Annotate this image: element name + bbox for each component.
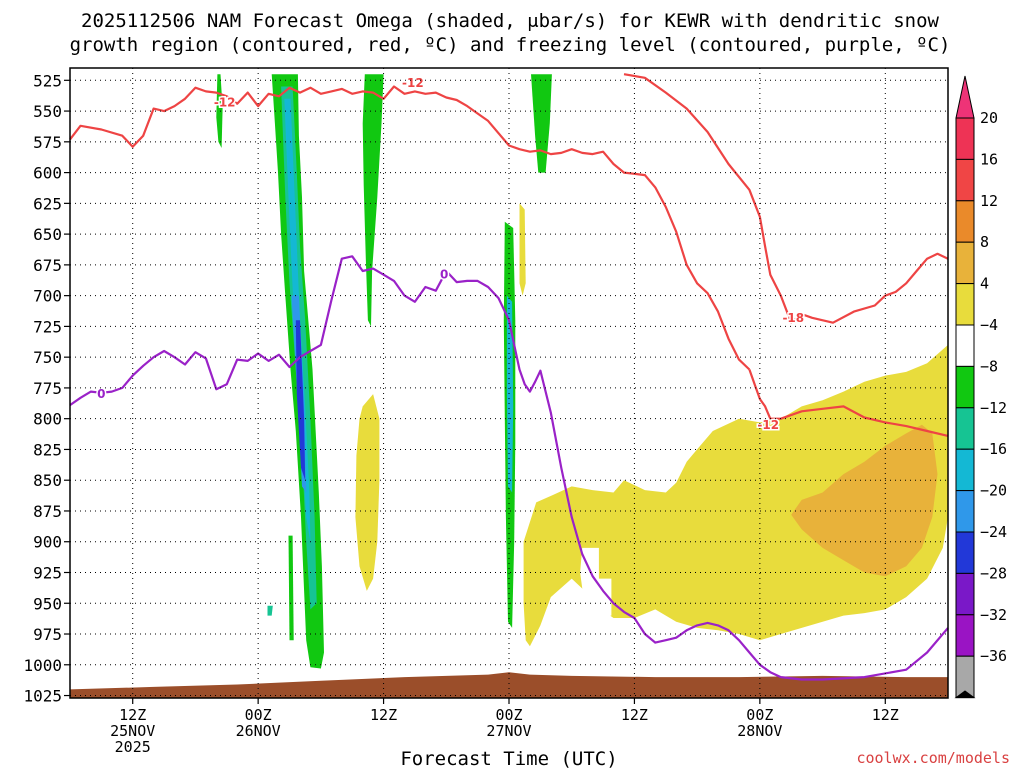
colorbar-band (955, 200, 975, 243)
omega-region (523, 344, 948, 647)
colorbar-tick-label: −4 (980, 316, 998, 334)
x-tick-date-label: 28NOV (737, 722, 782, 740)
y-tick-label: 900 (33, 533, 62, 552)
colorbar-band (955, 158, 975, 202)
credit-text: coolwx.com/models (856, 749, 1010, 767)
colorbar-band (955, 448, 975, 492)
dgz-contour (623, 73, 949, 324)
omega-region (791, 424, 938, 577)
colorbar-tick-label: −28 (980, 564, 1007, 582)
freezing-contour-label: 0 (97, 387, 105, 401)
omega-region (362, 74, 384, 327)
axes: 525 550 575 600 625 650 675 700 725 750 775 800 825 8… (23, 67, 949, 756)
x-axis-title: Forecast Time (UTC) (400, 748, 617, 768)
colorbar-band (955, 407, 975, 450)
y-tick-label: 625 (33, 194, 62, 213)
dgz-contour (748, 369, 949, 437)
chart-title-line1: 2025112506 NAM Forecast Omega (shaded, μ… (81, 10, 939, 32)
colorbar-band (955, 614, 975, 657)
omega-region (267, 605, 273, 616)
y-tick-label: 575 (33, 133, 62, 152)
colorbar-tick-label: −8 (980, 357, 998, 375)
colorbar-tick-label: −20 (980, 482, 1007, 500)
dgz-contour-label: -12 (214, 95, 236, 109)
y-tick-label: 875 (33, 502, 62, 521)
y-tick-label: 650 (33, 225, 62, 244)
x-tick-label: 12Z (370, 706, 397, 724)
y-tick-label: 950 (33, 594, 62, 613)
colorbar-band (955, 365, 975, 409)
colorbar-bottom-arrow (954, 690, 976, 699)
y-tick-label: 1000 (23, 656, 62, 675)
colorbar-band (955, 324, 975, 367)
colorbar-tick-label: 4 (980, 275, 989, 293)
x-tick-date-label: 27NOV (486, 722, 531, 740)
colorbar-band (955, 490, 975, 533)
colorbar-band (955, 241, 975, 285)
plot-area: -12 -12 -18 -12 0 0 (69, 73, 949, 698)
y-tick-label: 800 (33, 410, 62, 429)
colorbar-tick-label: 20 (980, 109, 998, 127)
y-tick-label: 1025 (23, 687, 62, 706)
y-tick-label: 700 (33, 287, 62, 306)
colorbar-tick-label: −12 (980, 399, 1007, 417)
freezing-contour-label: 0 (440, 268, 448, 282)
omega-region (506, 295, 514, 493)
x-tick-label: 12Z (621, 706, 648, 724)
y-tick-label: 850 (33, 471, 62, 490)
dgz-contour-label: -12 (402, 76, 424, 90)
colorbar-tick-label: 12 (980, 192, 998, 210)
colorbar-tick-label: −36 (980, 647, 1007, 665)
x-tick-label: 12Z (119, 706, 146, 724)
y-tick-label: 725 (33, 317, 62, 336)
y-tick-label: 750 (33, 348, 62, 367)
colorbar-tick-label: −24 (980, 523, 1007, 541)
y-tick-label: 925 (33, 563, 62, 582)
colorbar-tick-label: −32 (980, 606, 1007, 624)
colorbar-band (955, 283, 975, 326)
x-tick-year-label: 2025 (115, 738, 151, 756)
x-tick-date-label: 26NOV (236, 722, 281, 740)
y-tick-label: 675 (33, 256, 62, 275)
colorbar-tick-label: −16 (980, 440, 1007, 458)
omega-region (531, 74, 552, 173)
x-tick-label: 12Z (872, 706, 899, 724)
omega-region (216, 74, 223, 148)
terrain-surface (70, 672, 948, 698)
colorbar-tick-label: 16 (980, 150, 998, 168)
colorbar-band (955, 531, 975, 574)
colorbar-top-arrow (955, 75, 975, 119)
y-tick-label: 550 (33, 102, 62, 121)
colorbar-tick-label: 8 (980, 233, 989, 251)
x-tick-date-label: 25NOV (110, 722, 155, 740)
y-tick-label: 825 (33, 440, 62, 459)
dgz-contour-label: -18 (782, 311, 804, 325)
y-tick-label: 775 (33, 379, 62, 398)
chart-title-line2: growth region (contoured, red, ºC) and f… (70, 34, 951, 56)
omega-region (355, 394, 380, 591)
omega-region (288, 535, 294, 641)
colorbar-band (955, 572, 975, 616)
x-tick-label: 00Z (746, 706, 773, 724)
omega-region (519, 203, 526, 296)
x-tick-label: 00Z (495, 706, 522, 724)
x-tick-label: 00Z (245, 706, 272, 724)
y-tick-label: 525 (33, 71, 62, 90)
colorbar: 20 16 12 8 4 −4 −8 −12 −16 −20 −24 −28 −32 −36 (954, 75, 1007, 699)
colorbar-band (955, 117, 975, 160)
freezing-level-contour (69, 255, 949, 681)
dgz-contour (69, 85, 751, 371)
y-tick-label: 975 (33, 625, 62, 644)
dgz-contour-label: -12 (757, 418, 779, 432)
y-tick-label: 600 (33, 164, 62, 183)
